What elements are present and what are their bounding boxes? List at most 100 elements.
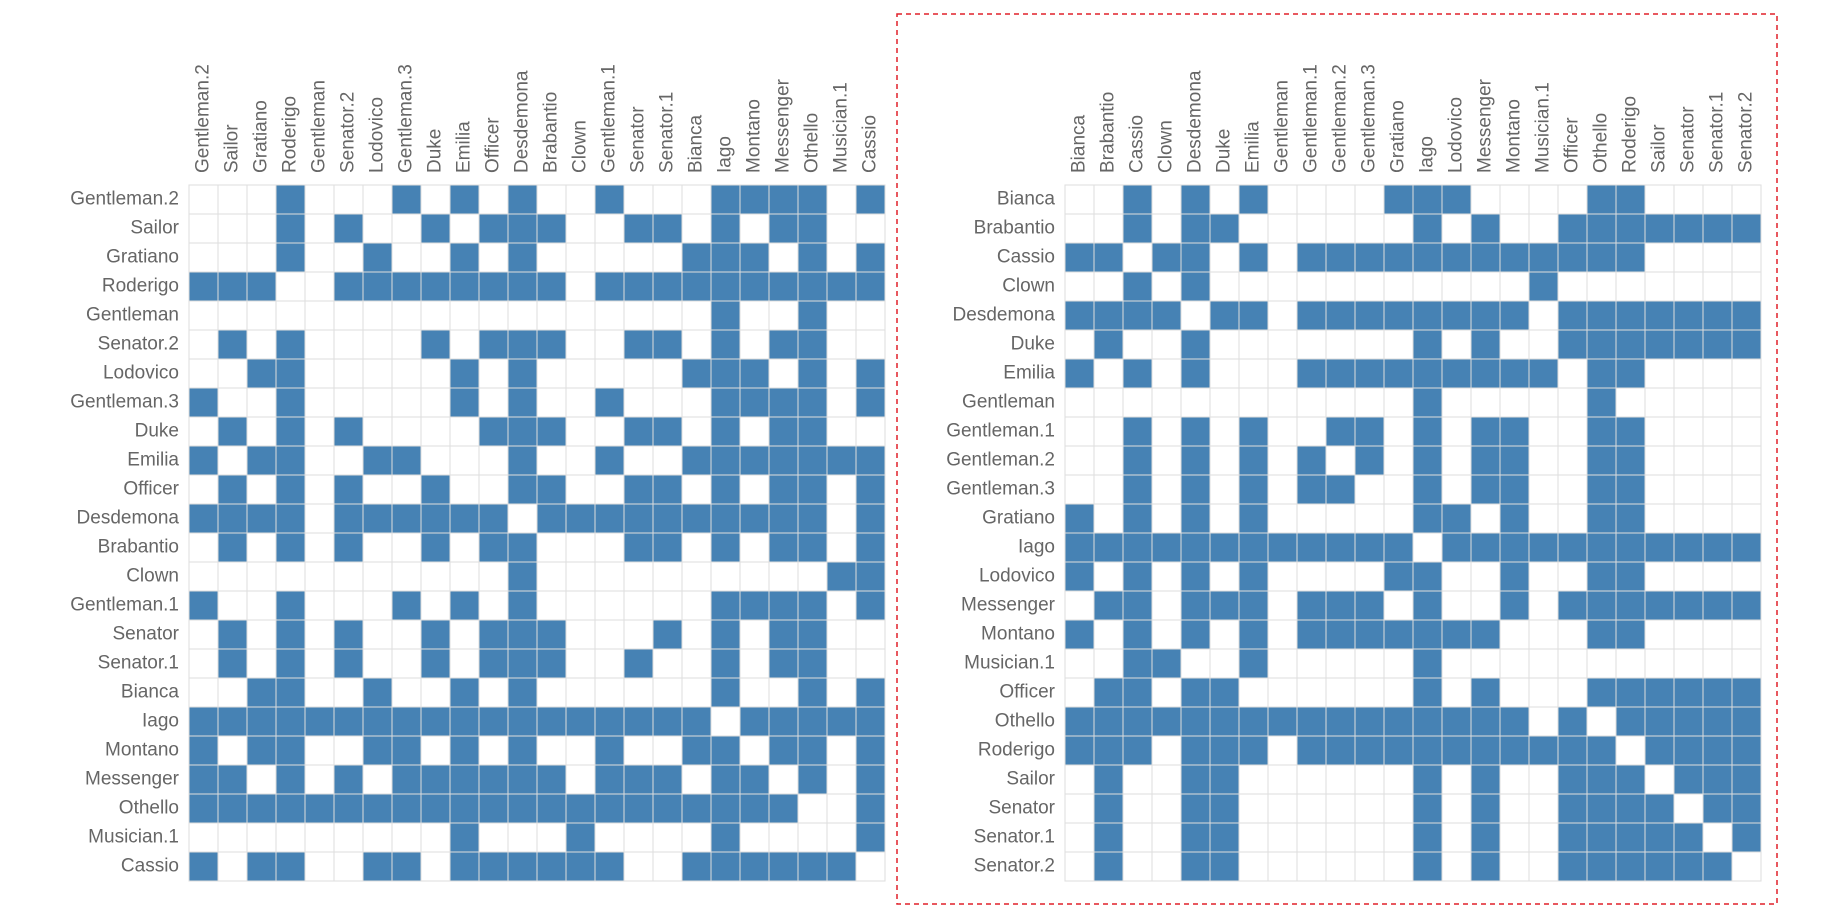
matrix-cell [362, 532, 393, 563]
matrix-cell [797, 445, 828, 476]
matrix-cell [1499, 648, 1530, 679]
matrix-cell [362, 851, 393, 882]
matrix-cell [1151, 648, 1182, 679]
row-label: Gentleman.1 [70, 595, 179, 616]
matrix-cell [1470, 532, 1501, 563]
matrix-cell [797, 590, 828, 621]
matrix-cell [797, 735, 828, 766]
matrix-cell [1441, 416, 1472, 447]
matrix-cell [1151, 851, 1182, 882]
matrix-cell [362, 184, 393, 215]
matrix-cell [1122, 503, 1153, 534]
matrix-cell [420, 590, 451, 621]
matrix-cell [478, 822, 509, 853]
matrix-cell [304, 619, 335, 650]
matrix-cell [1093, 706, 1124, 737]
matrix-cell [1441, 648, 1472, 679]
matrix-cell [1209, 329, 1240, 360]
matrix-cell [1209, 213, 1240, 244]
matrix-cell [652, 184, 683, 215]
matrix-cell [623, 619, 654, 650]
matrix-cell [1122, 213, 1153, 244]
matrix-cell [1064, 503, 1095, 534]
column-label: Gentleman [309, 80, 330, 173]
matrix-cell [1586, 648, 1617, 679]
matrix-cell [1209, 822, 1240, 853]
matrix-cell [594, 590, 625, 621]
matrix-cell [681, 619, 712, 650]
matrix-cell [1209, 532, 1240, 563]
matrix-cell [1180, 822, 1211, 853]
matrix-cell [1499, 271, 1530, 302]
matrix-cell [1238, 619, 1269, 650]
matrix-cell [1412, 445, 1443, 476]
column-label: Iago [715, 136, 736, 173]
matrix-cell [1702, 619, 1733, 650]
matrix-cell [1064, 474, 1095, 505]
matrix-cell [623, 387, 654, 418]
matrix-cell [1644, 445, 1675, 476]
matrix-cell [217, 358, 248, 389]
matrix-cell [1383, 271, 1414, 302]
matrix-cell [1412, 561, 1443, 592]
matrix-cell [1586, 387, 1617, 418]
matrix-cell [1267, 851, 1298, 882]
matrix-cell [1412, 590, 1443, 621]
matrix-cell [304, 561, 335, 592]
matrix-cell [420, 735, 451, 766]
matrix-cell [855, 445, 886, 476]
matrix-cell [1267, 358, 1298, 389]
matrix-cell [1586, 300, 1617, 331]
column-label: Gratiano [251, 100, 272, 173]
matrix-cell [362, 213, 393, 244]
matrix-cell [478, 242, 509, 273]
matrix-cell [1470, 851, 1501, 882]
matrix-cell [710, 416, 741, 447]
row-label: Bianca [997, 189, 1056, 210]
matrix-cell [1093, 590, 1124, 621]
matrix-cell [565, 532, 596, 563]
matrix-cell [1412, 213, 1443, 244]
matrix-cell [1557, 416, 1588, 447]
matrix-cell [275, 561, 306, 592]
matrix-cell [1180, 793, 1211, 824]
matrix-cell [1209, 648, 1240, 679]
matrix-cell [420, 677, 451, 708]
matrix-cell [1441, 300, 1472, 331]
matrix-cell [362, 242, 393, 273]
matrix-cell [1644, 735, 1675, 766]
matrix-cell [1586, 764, 1617, 795]
matrix-cell [1528, 822, 1559, 853]
matrix-cell [333, 271, 364, 302]
matrix-cell [507, 300, 538, 331]
matrix-cell [333, 300, 364, 331]
matrix-cell [1586, 735, 1617, 766]
matrix-cell [594, 184, 625, 215]
matrix-cell [362, 271, 393, 302]
matrix-cell [391, 590, 422, 621]
matrix-cell [1557, 648, 1588, 679]
matrix-cell [1586, 329, 1617, 360]
matrix-cell [1586, 822, 1617, 853]
matrix-cell [1383, 561, 1414, 592]
matrix-cell [826, 358, 857, 389]
matrix-cell [1122, 271, 1153, 302]
matrix-cell [1673, 329, 1704, 360]
matrix-cell [1702, 184, 1733, 215]
matrix-cell [1093, 532, 1124, 563]
matrix-cell [1238, 851, 1269, 882]
matrix-cell [1122, 474, 1153, 505]
matrix-cell [246, 532, 277, 563]
matrix-cell [826, 416, 857, 447]
column-label: Othello [1591, 113, 1612, 173]
matrix-cell [681, 648, 712, 679]
matrix-cell [1528, 213, 1559, 244]
matrix-cell [652, 764, 683, 795]
column-label: Gratiano [1388, 100, 1409, 173]
matrix-cell [1267, 271, 1298, 302]
matrix-cell [246, 793, 277, 824]
row-label: Senator [988, 798, 1055, 819]
matrix-cell [1731, 300, 1762, 331]
matrix-cell [1151, 764, 1182, 795]
matrix-cell [507, 735, 538, 766]
